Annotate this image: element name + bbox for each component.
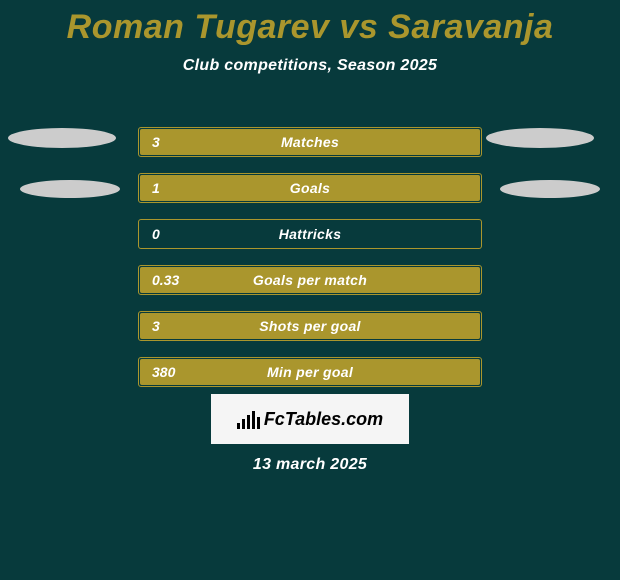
logo-bar	[247, 415, 250, 429]
stat-row: 380Min per goal	[0, 350, 620, 396]
stat-row: 3Shots per goal	[0, 304, 620, 350]
stat-value: 3	[152, 311, 160, 341]
decorative-ellipse	[8, 128, 116, 148]
stat-label: Matches	[138, 127, 482, 157]
stat-label: Goals	[138, 173, 482, 203]
stat-bar: 1Goals	[138, 173, 482, 203]
stat-value: 3	[152, 127, 160, 157]
stat-value: 1	[152, 173, 160, 203]
logo-bar	[252, 411, 255, 429]
logo-bar-icon	[237, 409, 260, 429]
stat-bar: 0.33Goals per match	[138, 265, 482, 295]
stat-value: 380	[152, 357, 175, 387]
stat-bar: 3Shots per goal	[138, 311, 482, 341]
fctables-logo: FcTables.com	[211, 394, 409, 444]
comparison-infographic: Roman Tugarev vs Saravanja Club competit…	[0, 0, 620, 580]
stat-label: Hattricks	[138, 219, 482, 249]
decorative-ellipse	[20, 180, 120, 198]
stat-bar: 0Hattricks	[138, 219, 482, 249]
stat-rows: 3Matches1Goals0Hattricks0.33Goals per ma…	[0, 120, 620, 396]
stat-label: Shots per goal	[138, 311, 482, 341]
stat-value: 0.33	[152, 265, 179, 295]
stat-row: 0.33Goals per match	[0, 258, 620, 304]
logo-text: FcTables.com	[264, 409, 383, 430]
stat-label: Min per goal	[138, 357, 482, 387]
stat-row: 0Hattricks	[0, 212, 620, 258]
decorative-ellipse	[486, 128, 594, 148]
logo-bar	[237, 423, 240, 429]
decorative-ellipse	[500, 180, 600, 198]
subtitle: Club competitions, Season 2025	[0, 57, 620, 75]
logo-bar	[257, 417, 260, 429]
stat-label: Goals per match	[138, 265, 482, 295]
logo-bar	[242, 419, 245, 429]
date-label: 13 march 2025	[0, 456, 620, 474]
stat-bar: 3Matches	[138, 127, 482, 157]
page-title: Roman Tugarev vs Saravanja	[0, 0, 620, 47]
stat-bar: 380Min per goal	[138, 357, 482, 387]
stat-value: 0	[152, 219, 160, 249]
